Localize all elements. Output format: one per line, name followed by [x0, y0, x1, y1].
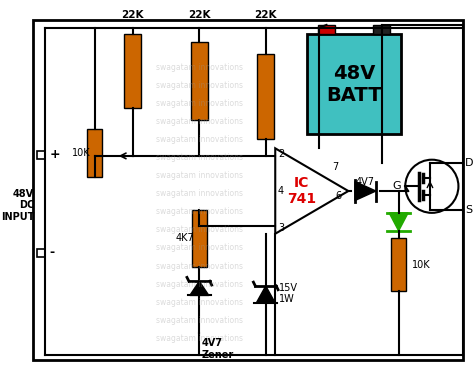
- Text: swagatam innovations: swagatam innovations: [156, 63, 243, 72]
- Polygon shape: [355, 182, 376, 201]
- Text: S: S: [465, 205, 472, 215]
- Text: 7: 7: [332, 162, 338, 172]
- Text: 4: 4: [278, 186, 284, 196]
- Text: 15V
1W: 15V 1W: [279, 283, 298, 304]
- FancyBboxPatch shape: [257, 54, 274, 139]
- Text: swagatam innovations: swagatam innovations: [156, 207, 243, 216]
- Text: 10K: 10K: [72, 148, 90, 158]
- Text: 48V
BATT: 48V BATT: [326, 64, 382, 105]
- Text: 4V7
Zener: 4V7 Zener: [201, 338, 234, 360]
- Text: swagatam innovations: swagatam innovations: [156, 261, 243, 270]
- Text: 3: 3: [278, 223, 284, 233]
- Text: +: +: [49, 148, 60, 162]
- Text: 22K: 22K: [188, 10, 210, 20]
- Polygon shape: [190, 281, 209, 296]
- Text: 2: 2: [278, 149, 284, 159]
- Text: swagatam innovations: swagatam innovations: [156, 243, 243, 252]
- Bar: [37, 151, 45, 159]
- Text: swagatam innovations: swagatam innovations: [156, 171, 243, 180]
- FancyBboxPatch shape: [191, 210, 207, 267]
- Text: 6: 6: [336, 191, 342, 201]
- Text: swagatam innovations: swagatam innovations: [156, 135, 243, 144]
- FancyBboxPatch shape: [391, 238, 406, 291]
- Text: swagatam innovations: swagatam innovations: [156, 279, 243, 288]
- Text: swagatam innovations: swagatam innovations: [156, 153, 243, 162]
- Text: 48V
DC
INPUT: 48V DC INPUT: [1, 189, 34, 222]
- Text: 4V7: 4V7: [356, 177, 375, 187]
- Text: swagatam innovations: swagatam innovations: [156, 225, 243, 234]
- Bar: [307, 34, 401, 134]
- Text: 22K: 22K: [122, 10, 144, 20]
- Text: 4K7: 4K7: [176, 234, 194, 243]
- Text: swagatam innovations: swagatam innovations: [156, 81, 243, 90]
- Bar: [318, 25, 335, 34]
- Text: 10K: 10K: [412, 260, 430, 270]
- Bar: [373, 25, 390, 34]
- Text: D: D: [465, 158, 474, 168]
- Text: swagatam innovations: swagatam innovations: [156, 316, 243, 325]
- Text: swagatam innovations: swagatam innovations: [156, 334, 243, 343]
- Text: G: G: [392, 181, 401, 191]
- Polygon shape: [389, 213, 408, 231]
- Text: 22K: 22K: [255, 10, 277, 20]
- Text: swagatam innovations: swagatam innovations: [156, 298, 243, 307]
- Bar: [37, 249, 45, 256]
- FancyBboxPatch shape: [191, 42, 208, 120]
- Text: swagatam innovations: swagatam innovations: [156, 117, 243, 126]
- Text: IC
741: IC 741: [287, 176, 316, 206]
- FancyBboxPatch shape: [124, 34, 141, 108]
- Text: swagatam innovations: swagatam innovations: [156, 99, 243, 108]
- Text: swagatam innovations: swagatam innovations: [156, 189, 243, 198]
- FancyBboxPatch shape: [87, 129, 102, 177]
- Polygon shape: [256, 286, 275, 303]
- Text: -: -: [49, 246, 55, 259]
